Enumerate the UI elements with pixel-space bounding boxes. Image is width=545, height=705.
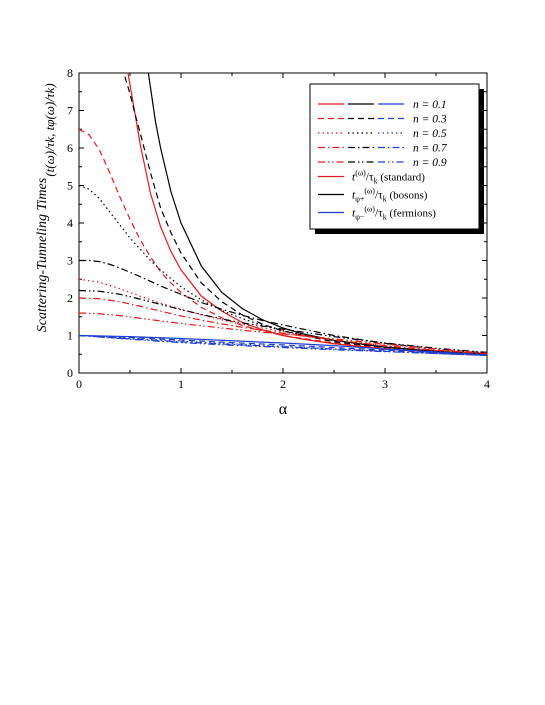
legend-label-fermions: tφ−(ω)/τk (fermions) (352, 205, 436, 222)
series-line-fermions-dashed (79, 334, 487, 356)
series-line-standard-solid (127, 73, 487, 356)
series-line-standard-dashed (79, 128, 487, 356)
y-tick-label: 3 (67, 254, 73, 268)
legend-label-standard: t(ω)/τk (standard) (352, 169, 425, 186)
x-axis-title: α (279, 401, 288, 418)
legend-label-n: n = 0.5 (413, 128, 447, 140)
y-tick-label: 4 (67, 216, 73, 230)
legend-box (309, 83, 480, 230)
legend-label-n: n = 0.3 (413, 114, 447, 126)
y-tick-label: 1 (67, 329, 73, 343)
legend-label-bosons: tφ+(ω)/τk (bosons) (352, 187, 428, 204)
x-tick-label: 4 (484, 377, 490, 391)
y-axis-title: Scattering-Tunneling Times (35, 177, 50, 332)
x-tick-label: 0 (76, 377, 82, 391)
series-line-fermions-dashdot (79, 334, 487, 356)
legend-label-n: n = 0.7 (413, 143, 448, 155)
series-line-bosons-dashdotdot (79, 289, 487, 353)
series-line-fermions-solid (79, 334, 487, 356)
y-tick-label: 2 (67, 291, 73, 305)
legend-label-n: n = 0.1 (413, 99, 447, 111)
series-line-standard-dashdotdot (79, 312, 487, 354)
y-tick-label: 6 (67, 141, 73, 155)
y-tick-label: 7 (67, 104, 73, 118)
series-line-standard-dashdot (79, 297, 487, 355)
series-line-fermions-dotted (79, 334, 487, 356)
x-tick-label: 1 (178, 377, 184, 391)
y-axis-title-main: Scattering-Tunneling Times (35, 177, 50, 332)
tick-labels: 0 1 2 3 4 0 1 2 3 4 5 6 7 8 (67, 66, 490, 391)
y-tick-label: 5 (67, 179, 73, 193)
legend: n = 0.1 n = 0.3 n = 0.5 n = 0.7 n = 0.9t(ω)/… (318, 99, 448, 222)
y-tick-label: 8 (67, 66, 73, 80)
series-lines (79, 73, 487, 356)
legend-label-n: n = 0.9 (413, 157, 447, 169)
series-line-fermions-dashdotdot (79, 334, 487, 356)
y-axis-ratio-text: (t(ω)/τk, tφ(ω)/τk) (42, 83, 57, 176)
x-tick-label: 3 (382, 377, 388, 391)
y-tick-label: 0 (67, 366, 73, 380)
y-axis-ratio-title: (t(ω)/τk, tφ(ω)/τk) (42, 83, 57, 176)
series-line-bosons-dashed (124, 76, 487, 355)
x-tick-label: 2 (280, 377, 286, 391)
